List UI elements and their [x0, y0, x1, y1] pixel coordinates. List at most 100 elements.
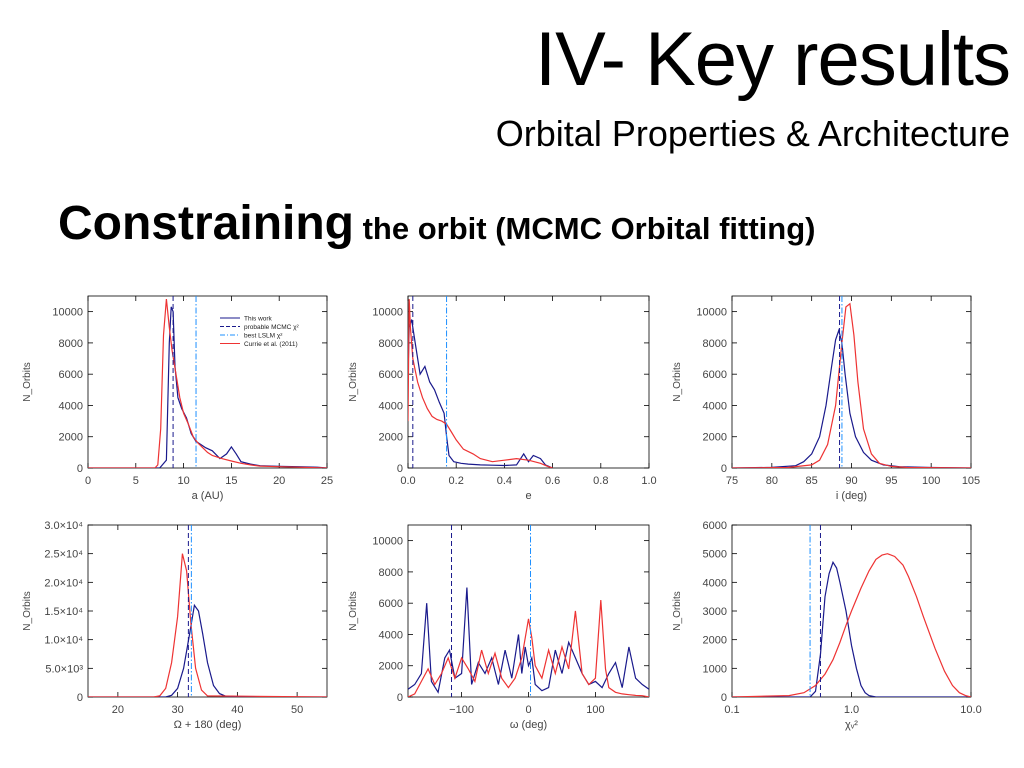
y-tick-label: 0	[721, 463, 727, 475]
y-tick-label: 6000	[379, 598, 403, 610]
y-tick-label: 8000	[703, 338, 727, 350]
x-axis-label: e	[525, 490, 531, 502]
y-tick-label: 2000	[703, 432, 727, 444]
y-tick-label: 2000	[379, 661, 403, 673]
series-this-work	[408, 587, 649, 694]
x-tick-label: −100	[449, 704, 474, 716]
y-tick-label: 1000	[703, 663, 727, 675]
y-tick-label: 1.5×10⁴	[44, 606, 83, 618]
y-axis-label: N_Orbits	[22, 591, 33, 630]
legend-entry: best LSLM χ²	[244, 333, 283, 340]
x-tick-label: 1.0	[641, 475, 656, 487]
series-currie-et-al-2011-	[88, 299, 327, 468]
series-this-work	[88, 603, 327, 697]
y-tick-label: 2000	[59, 432, 83, 444]
x-tick-label: 90	[845, 475, 857, 487]
y-axis-label: N_Orbits	[22, 362, 33, 401]
x-tick-label: 85	[806, 475, 818, 487]
plot-frame	[87, 295, 328, 469]
series-currie-et-al-2011-	[408, 299, 553, 468]
x-tick-label: 15	[225, 475, 237, 487]
x-axis-label: χᵥ²	[845, 719, 858, 731]
x-tick-label: 0.2	[449, 475, 464, 487]
y-tick-label: 2000	[379, 432, 403, 444]
slide-subtitle: Orbital Properties & Architecture	[495, 113, 1010, 154]
slide-title: IV- Key results	[535, 17, 1011, 102]
heading-main: Constraining	[58, 197, 354, 250]
x-tick-label: 10	[177, 475, 189, 487]
series-this-work	[88, 306, 327, 468]
series-this-work	[408, 319, 553, 468]
x-tick-label: 0.4	[497, 475, 512, 487]
y-tick-label: 8000	[59, 338, 83, 350]
y-tick-label: 5000	[703, 549, 727, 561]
plot-a: 0 5 10 15 20 25 0 2000 4000 6000 8000 10000 a (AU) N_…	[22, 295, 333, 502]
y-tick-label: 10000	[52, 307, 83, 319]
series-currie-et-al-2011-	[408, 600, 649, 697]
plot-frame	[87, 524, 328, 698]
x-tick-label: 10.0	[960, 704, 981, 716]
y-tick-label: 2.0×10⁴	[44, 577, 83, 589]
x-tick-label: 0.0	[400, 475, 415, 487]
x-tick-label: 30	[172, 704, 184, 716]
x-tick-label: 95	[885, 475, 897, 487]
y-tick-label: 8000	[379, 338, 403, 350]
plot-e: 0.0 0.2 0.4 0.6 0.8 1.0 0 2000 4000 6000 8000 10000…	[348, 295, 657, 502]
x-tick-label: 25	[321, 475, 333, 487]
y-tick-label: 1.0×10⁴	[44, 635, 83, 647]
y-tick-label: 4000	[379, 400, 403, 412]
plot-chi2: 0.1 1.0 10.0 0 1000 2000 3000 4000 5000 6000 χᵥ² N_…	[672, 520, 982, 731]
series-currie-et-al-2011-	[732, 553, 971, 697]
y-tick-label: 10000	[372, 307, 403, 319]
x-tick-label: 80	[766, 475, 778, 487]
y-tick-label: 8000	[379, 567, 403, 579]
y-axis-label: N_Orbits	[672, 362, 683, 401]
y-tick-label: 5.0×10³	[45, 663, 83, 675]
y-tick-label: 3.0×10⁴	[44, 520, 83, 532]
y-tick-label: 10000	[372, 536, 403, 548]
plot-frame	[407, 295, 650, 469]
x-tick-label: 0.1	[724, 704, 739, 716]
x-tick-label: 100	[586, 704, 604, 716]
x-tick-label: 0	[525, 704, 531, 716]
y-tick-label: 2.5×10⁴	[44, 549, 83, 561]
series-this-work	[732, 560, 971, 697]
y-tick-label: 6000	[703, 369, 727, 381]
y-tick-label: 3000	[703, 606, 727, 618]
x-tick-label: 40	[231, 704, 243, 716]
plot-frame	[407, 524, 650, 698]
y-tick-label: 0	[397, 463, 403, 475]
y-tick-label: 0	[77, 463, 83, 475]
legend-entry: Currie et al. (2011)	[244, 341, 298, 348]
y-tick-label: 0	[397, 692, 403, 704]
y-tick-label: 6000	[379, 369, 403, 381]
y-tick-label: 4000	[379, 629, 403, 641]
x-tick-label: 100	[922, 475, 940, 487]
y-tick-label: 10000	[696, 307, 727, 319]
x-axis-label: ω (deg)	[510, 719, 547, 731]
plot-Omega: 20 30 40 50 0 5.0×10³ 1.0×10⁴ 1.5×10⁴ 2.0×10⁴ 2.5…	[22, 520, 328, 731]
legend-entry: probable MCMC χ²	[244, 324, 300, 331]
series-this-work	[732, 328, 971, 468]
series-currie-et-al-2011-	[732, 302, 971, 468]
y-tick-label: 6000	[703, 520, 727, 532]
y-axis-label: N_Orbits	[672, 591, 683, 630]
y-tick-label: 4000	[703, 400, 727, 412]
x-tick-label: 0.8	[593, 475, 608, 487]
x-tick-label: 1.0	[844, 704, 859, 716]
x-axis-label: Ω + 180 (deg)	[174, 719, 242, 731]
y-tick-label: 6000	[59, 369, 83, 381]
x-tick-label: 105	[962, 475, 980, 487]
heading-rest: the orbit (MCMC Orbital fitting)	[354, 211, 816, 246]
x-tick-label: 20	[112, 704, 124, 716]
x-tick-label: 75	[726, 475, 738, 487]
y-axis-label: N_Orbits	[348, 591, 359, 630]
x-tick-label: 5	[133, 475, 139, 487]
plot-i: 75 80 85 90 95 100 1050200040006000800010000i …	[672, 295, 980, 502]
y-tick-label: 4000	[59, 400, 83, 412]
x-axis-label: a (AU)	[192, 490, 224, 502]
plot-frame	[731, 295, 972, 469]
